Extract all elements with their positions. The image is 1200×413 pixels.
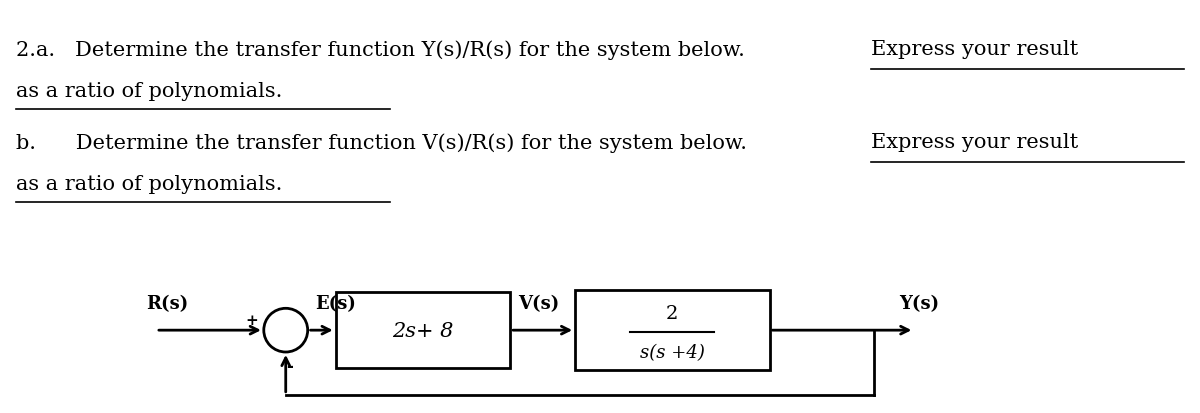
Text: as a ratio of polynomials.: as a ratio of polynomials. <box>17 175 283 194</box>
Text: as a ratio of polynomials.: as a ratio of polynomials. <box>17 82 283 101</box>
Text: E(s): E(s) <box>316 294 356 313</box>
Text: V(s): V(s) <box>518 294 559 313</box>
Text: 2: 2 <box>666 304 678 323</box>
Text: -: - <box>287 357 293 374</box>
Text: 2s+ 8: 2s+ 8 <box>392 321 454 340</box>
Text: Express your result: Express your result <box>871 133 1079 152</box>
Text: Y(s): Y(s) <box>899 294 940 313</box>
Text: b.      Determine the transfer function V(s)/R(s) for the system below.: b. Determine the transfer function V(s)/… <box>17 133 761 153</box>
Text: 2.a.   Determine the transfer function Y(s)/R(s) for the system below.: 2.a. Determine the transfer function Y(s… <box>17 40 758 59</box>
Text: +: + <box>245 313 258 328</box>
Text: s(s +4): s(s +4) <box>640 343 704 361</box>
FancyBboxPatch shape <box>336 293 510 368</box>
Text: R(s): R(s) <box>146 294 188 313</box>
FancyBboxPatch shape <box>575 291 769 370</box>
Text: Express your result: Express your result <box>871 40 1079 59</box>
